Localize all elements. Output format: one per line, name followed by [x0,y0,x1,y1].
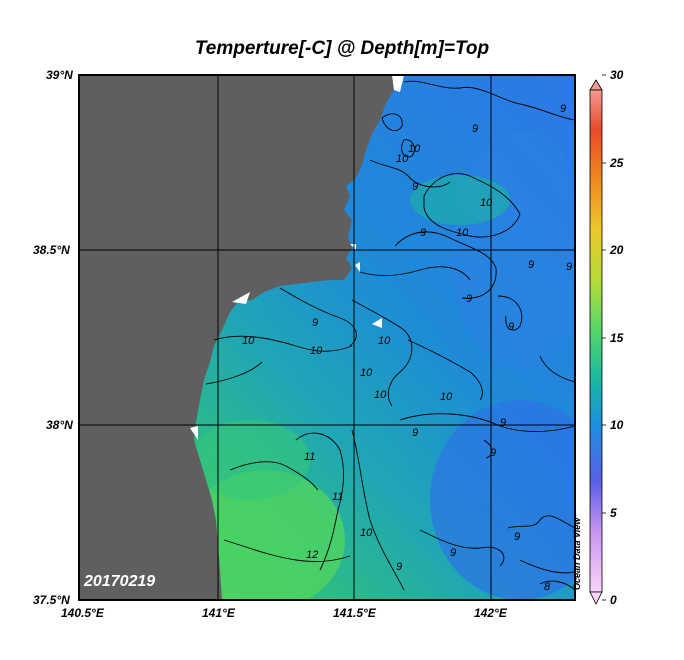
svg-text:10: 10 [310,345,323,357]
svg-text:9: 9 [396,561,402,573]
lon-label-141-5: 141.5°E [333,606,376,620]
land-mass [79,75,394,600]
svg-text:10: 10 [456,227,469,239]
svg-text:9: 9 [466,293,472,305]
svg-text:9: 9 [508,321,514,333]
warm-patch [185,470,345,600]
map-frame [78,74,576,601]
svg-text:10: 10 [396,153,409,165]
colorbar-label-0: 0 [610,593,617,607]
colorbar-label-25: 25 [610,156,624,170]
svg-text:10: 10 [378,335,391,347]
contour-value-labels: 9 9 10 10 9 10 10 9 9 9 9 9 9 10 10 10 1… [242,103,572,593]
svg-text:9: 9 [420,227,426,239]
map-title: Temperture[-C] @ Depth[m]=Top [194,38,490,59]
svg-text:9: 9 [312,317,318,329]
graticule [79,75,575,600]
colorbar-label-15: 15 [610,331,624,345]
svg-text:10: 10 [242,335,255,347]
lat-label-37-5: 37.5°N [33,593,70,607]
svg-text:9: 9 [412,427,418,439]
svg-text:10: 10 [360,527,373,539]
date-stamp: 20170219 [84,573,156,590]
lon-label-141: 141°E [202,606,235,620]
svg-text:12: 12 [306,549,318,561]
coast-artifact [392,75,404,92]
svg-text:9: 9 [472,123,478,135]
colorbar-label-30: 30 [610,68,624,82]
lon-label-140-5: 140.5°E [61,606,104,620]
lat-label-38: 38°N [46,418,73,432]
lat-label-38-5: 38.5°N [33,243,70,257]
svg-text:9: 9 [560,103,566,115]
lon-label-142: 142°E [474,606,507,620]
svg-text:10: 10 [360,367,373,379]
svg-text:9: 9 [412,181,418,193]
lat-label-39: 39°N [46,68,73,82]
svg-text:9: 9 [566,261,572,273]
colorbar-label-10: 10 [610,418,624,432]
svg-text:10: 10 [440,391,453,403]
svg-text:8: 8 [544,581,551,593]
svg-text:9: 9 [514,531,520,543]
colorbar [589,74,606,605]
svg-text:11: 11 [332,491,343,503]
svg-text:9: 9 [500,417,506,429]
colorbar-label-20: 20 [610,243,624,257]
svg-text:11: 11 [304,451,315,463]
svg-text:10: 10 [408,143,421,155]
svg-text:9: 9 [490,447,496,459]
contour-lines [205,80,575,591]
colorbar-label-5: 5 [610,506,617,520]
svg-text:10: 10 [480,197,493,209]
svg-text:9: 9 [450,547,456,559]
svg-text:10: 10 [374,389,387,401]
odv-credit: Ocean Data View [572,517,582,590]
cold-patch [430,400,575,600]
svg-text:9: 9 [528,259,534,271]
